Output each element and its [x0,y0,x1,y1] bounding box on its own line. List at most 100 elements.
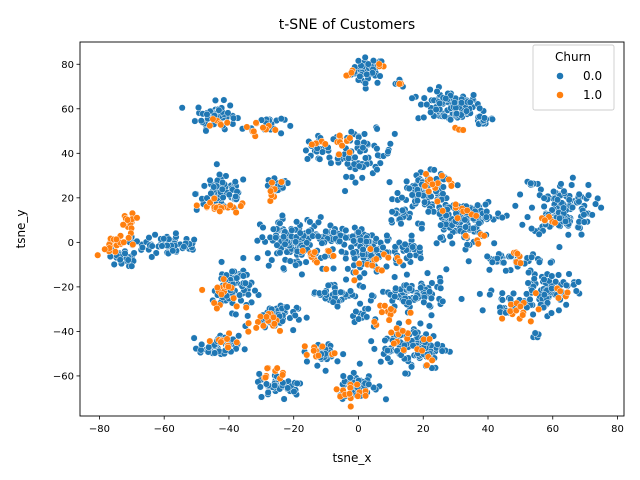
x-tick-label: 0 [355,424,361,435]
data-point [322,265,330,273]
data-point [391,243,399,251]
data-point [439,183,447,191]
data-point [565,196,573,204]
data-point [321,253,329,261]
legend-title: Churn [555,50,591,64]
data-point [370,318,378,326]
data-point [211,96,219,104]
data-point [225,282,233,291]
data-point [206,122,214,130]
data-point [454,181,462,189]
data-point [241,345,249,353]
data-point [291,311,299,319]
data-point [560,204,568,212]
data-point [584,181,592,189]
data-point [548,206,556,214]
data-point [403,271,411,279]
data-point [548,272,556,280]
data-point [535,258,543,266]
data-point [350,369,358,377]
data-point [353,381,361,389]
x-tick-label: −80 [89,424,110,435]
data-point [158,242,166,250]
data-point [403,177,411,185]
data-point [111,248,119,256]
data-point [575,190,583,198]
data-point [322,227,330,235]
data-point [264,388,272,397]
data-point [408,191,416,199]
data-point [540,202,548,211]
data-point [446,116,455,124]
data-point [569,174,577,182]
data-point [361,79,369,87]
data-point [370,384,378,392]
data-point [362,392,370,400]
data-point [344,265,352,273]
data-point [225,191,233,199]
data-point [486,291,494,299]
data-point [562,217,570,225]
data-point [271,126,279,134]
data-point [506,307,514,315]
data-point [416,244,424,252]
data-point [363,70,371,78]
data-point [197,117,205,125]
data-point [302,258,310,266]
series-1.0-points [94,60,572,411]
data-point [232,192,240,201]
data-point [241,279,249,287]
data-point [271,381,279,390]
data-point [355,162,363,170]
data-point [383,346,392,355]
data-point [226,101,234,110]
data-point [355,260,363,268]
data-point [528,204,536,212]
data-point [129,240,137,249]
data-point [418,224,426,233]
data-point [556,214,564,222]
data-point [577,231,586,239]
data-point [94,251,102,259]
data-point [476,104,484,112]
data-point [342,275,350,284]
data-point [480,232,488,240]
data-point [346,134,354,142]
data-point [272,234,280,242]
data-point [541,216,549,224]
data-point [391,130,399,138]
data-point [575,198,583,206]
data-point [303,358,311,366]
data-point [530,275,538,283]
data-point [401,240,409,248]
data-point [321,288,329,297]
data-point [213,160,221,168]
data-point [422,170,430,178]
data-point [262,313,271,321]
data-point [441,112,449,120]
data-point [445,175,453,184]
data-point [306,218,314,226]
data-point [318,342,326,351]
data-point [535,305,543,313]
data-point [383,231,391,240]
data-point [425,335,434,343]
data-point [277,129,285,137]
data-point [303,239,311,247]
data-point [540,275,548,284]
x-tick-label: 80 [611,424,624,435]
data-point [198,286,206,294]
data-point [200,182,208,190]
data-point [224,343,232,352]
data-point [292,238,300,246]
data-point [498,214,506,222]
data-point [416,319,424,327]
data-point [401,369,409,378]
data-point [211,349,219,357]
data-point [346,287,355,295]
x-tick-label: −60 [154,424,175,435]
data-point [220,96,228,104]
data-point [493,254,501,262]
data-point [244,328,252,336]
data-point [280,233,288,241]
